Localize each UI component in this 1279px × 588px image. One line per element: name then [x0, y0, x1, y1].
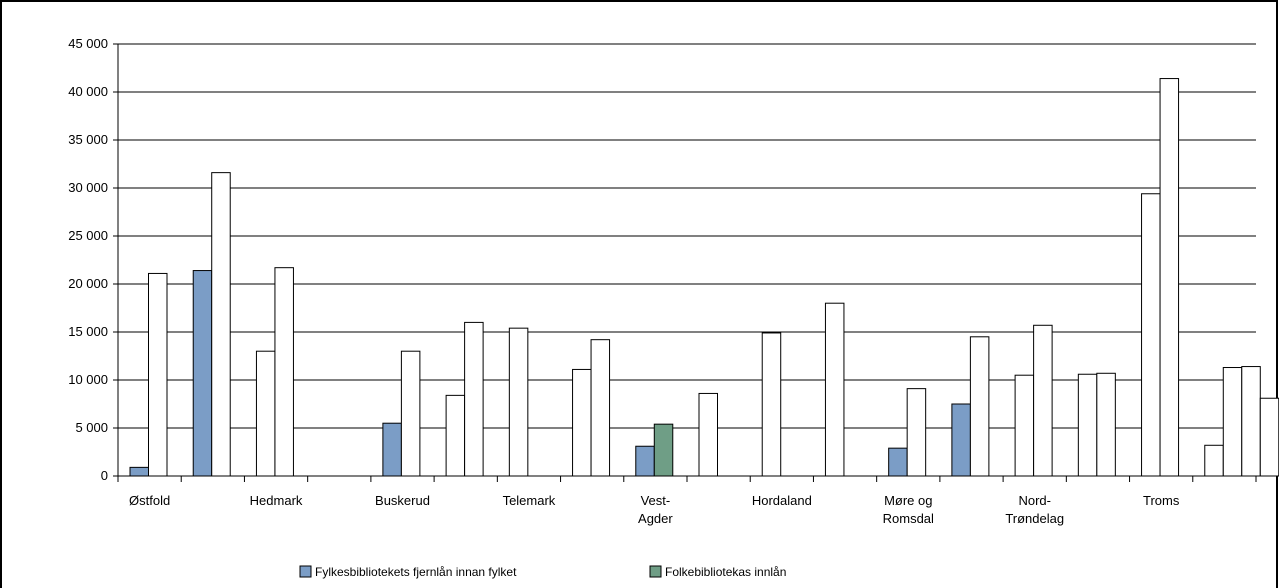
bar: [969, 336, 990, 477]
bar: [572, 368, 592, 477]
bar: [211, 172, 231, 477]
bar: [1096, 372, 1116, 477]
bar: [698, 392, 718, 477]
y-tick-label: 10 000: [68, 372, 108, 387]
x-tick-label: Vest-: [641, 493, 671, 508]
bar: [1204, 444, 1224, 477]
bar: [888, 447, 908, 477]
y-tick-label: 45 000: [68, 36, 108, 51]
bar: [1077, 373, 1098, 477]
x-tick-label: Agder: [638, 511, 673, 526]
y-tick-label: 20 000: [68, 276, 108, 291]
bar: [761, 332, 782, 477]
legend-label: Folkebibliotekas innlån: [665, 565, 786, 579]
x-tick-label: Telemark: [503, 493, 556, 508]
bar: [1222, 367, 1243, 477]
y-tick-label: 5 000: [75, 420, 108, 435]
x-tick-label: Nord-: [1018, 493, 1051, 508]
y-tick-label: 25 000: [68, 228, 108, 243]
bar: [951, 403, 971, 477]
bar: [445, 394, 466, 477]
bar: [653, 423, 674, 477]
y-tick-label: 15 000: [68, 324, 108, 339]
bar: [1033, 324, 1053, 477]
y-tick-label: 40 000: [68, 84, 108, 99]
bar: [129, 466, 149, 477]
legend-swatch: [649, 565, 662, 578]
y-tick-label: 35 000: [68, 132, 108, 147]
x-tick-label: Østfold: [129, 493, 170, 508]
bar: [1241, 366, 1261, 477]
x-tick-label: Møre og: [884, 493, 932, 508]
bar: [255, 350, 276, 477]
x-tick-label: Hedmark: [250, 493, 303, 508]
legend-swatch: [299, 565, 312, 578]
bar: [192, 270, 213, 477]
bar: [1014, 374, 1035, 477]
bar: [635, 445, 655, 477]
y-tick-label: 30 000: [68, 180, 108, 195]
legend-label: Fylkesbibliotekets fjernlån innan fylket: [315, 565, 517, 579]
bar: [906, 388, 927, 477]
bar: [382, 422, 402, 477]
bar: [1259, 397, 1279, 477]
y-tick-label: 0: [101, 468, 108, 483]
bar: [1141, 193, 1161, 477]
x-tick-label: Troms: [1143, 493, 1180, 508]
bar: [824, 302, 845, 477]
x-tick-label: Hordaland: [752, 493, 812, 508]
bar: [1159, 78, 1180, 477]
bar: [400, 350, 421, 477]
bar: [148, 272, 168, 477]
bar: [508, 327, 529, 477]
bar: [590, 339, 611, 477]
x-tick-label: Trøndelag: [1005, 511, 1064, 526]
bar: [464, 321, 484, 477]
bar: [274, 267, 294, 477]
x-tick-label: Buskerud: [375, 493, 430, 508]
x-tick-label: Romsdal: [883, 511, 934, 526]
